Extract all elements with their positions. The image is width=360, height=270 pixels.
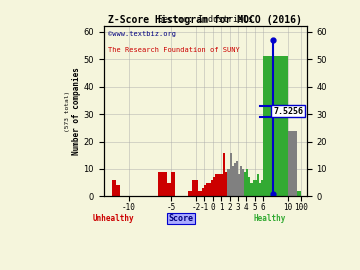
Text: Score: Score (168, 214, 193, 223)
Bar (188, 191, 192, 197)
Text: The Research Foundation of SUNY: The Research Foundation of SUNY (108, 46, 239, 53)
Bar (215, 174, 217, 197)
Bar (217, 174, 219, 197)
Bar (230, 153, 231, 197)
Title: Z-Score Histogram for MOCO (2016): Z-Score Histogram for MOCO (2016) (108, 15, 302, 25)
Bar (261, 180, 263, 197)
Bar (257, 174, 259, 197)
Bar (253, 180, 255, 197)
Text: 7.5256: 7.5256 (273, 107, 303, 116)
Bar (206, 183, 208, 197)
Bar (240, 166, 242, 197)
Bar (219, 174, 221, 197)
Bar (171, 172, 175, 197)
Bar (202, 188, 204, 197)
Bar (192, 180, 196, 197)
Bar (158, 172, 167, 197)
Bar (225, 172, 228, 197)
Bar (211, 180, 213, 197)
Text: ©www.textbiz.org: ©www.textbiz.org (108, 31, 176, 37)
Bar (204, 185, 206, 197)
Bar (221, 174, 223, 197)
Bar (238, 174, 240, 197)
Bar (196, 180, 198, 197)
Bar (242, 169, 244, 197)
Bar (112, 180, 116, 197)
Bar (248, 177, 251, 197)
Bar (244, 172, 246, 197)
Bar (213, 177, 215, 197)
Bar (263, 56, 288, 197)
Text: Healthy: Healthy (254, 214, 286, 223)
Bar (255, 180, 257, 197)
Bar (198, 191, 200, 197)
Bar (246, 169, 248, 197)
Bar (297, 191, 301, 197)
Text: Unhealthy: Unhealthy (93, 214, 135, 223)
Text: (573 total): (573 total) (65, 91, 70, 132)
Bar (223, 153, 225, 197)
Bar (236, 161, 238, 197)
Text: Sector: Industrials: Sector: Industrials (158, 15, 253, 24)
Bar (200, 191, 202, 197)
Bar (208, 183, 211, 197)
Bar (259, 183, 261, 197)
Bar (116, 185, 121, 197)
Y-axis label: Number of companies: Number of companies (72, 67, 81, 155)
Bar (251, 183, 253, 197)
Bar (167, 183, 171, 197)
Bar (234, 164, 236, 197)
Bar (228, 169, 230, 197)
Bar (288, 130, 297, 197)
Bar (231, 166, 234, 197)
